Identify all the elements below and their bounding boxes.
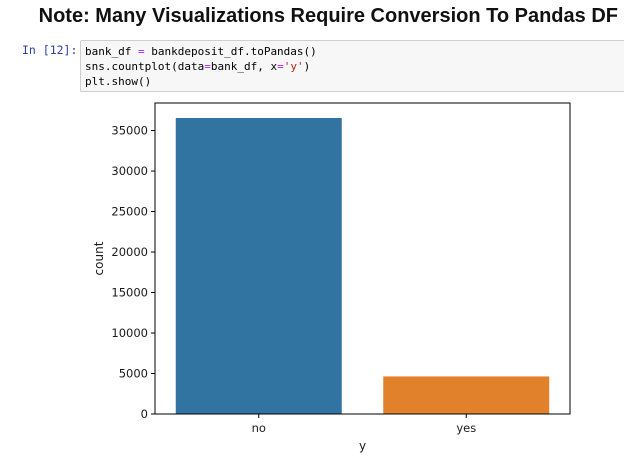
y-tick-label: 35000 xyxy=(111,124,148,138)
plot-frame xyxy=(154,102,571,415)
y-tick-label: 20000 xyxy=(111,245,148,259)
bar-yes xyxy=(383,376,550,414)
chart-output: 0 5000 10000 15000 20000 25000 30000 35000 no ye… xyxy=(0,95,624,457)
y-tick-label: 0 xyxy=(141,407,148,421)
y-tick-label: 10000 xyxy=(111,326,148,340)
y-tick-label: 30000 xyxy=(111,164,148,178)
cell-prompt: In [12]: xyxy=(22,43,78,57)
countplot-chart: 0 5000 10000 15000 20000 25000 30000 35000 no ye… xyxy=(92,102,571,453)
y-axis-label: count xyxy=(92,241,106,275)
code-line: sns.countplot(data=bank_df, x='y') xyxy=(85,60,311,73)
code-line: plt.show() xyxy=(85,75,152,88)
y-tick-label: 15000 xyxy=(111,286,148,300)
slide-title: Note: Many Visualizations Require Conver… xyxy=(38,5,618,27)
y-tick-label: 5000 xyxy=(119,367,148,381)
x-axis-label: y xyxy=(359,439,366,453)
x-tick-label: yes xyxy=(456,421,476,435)
code-cell[interactable]: bank_df = bankdeposit_df.toPandas() sns.… xyxy=(80,40,624,92)
bar-no xyxy=(175,117,342,414)
code-line: bank_df = bankdeposit_df.toPandas() xyxy=(85,45,317,58)
y-tick-label: 25000 xyxy=(111,205,148,219)
x-tick-label: no xyxy=(252,421,266,435)
